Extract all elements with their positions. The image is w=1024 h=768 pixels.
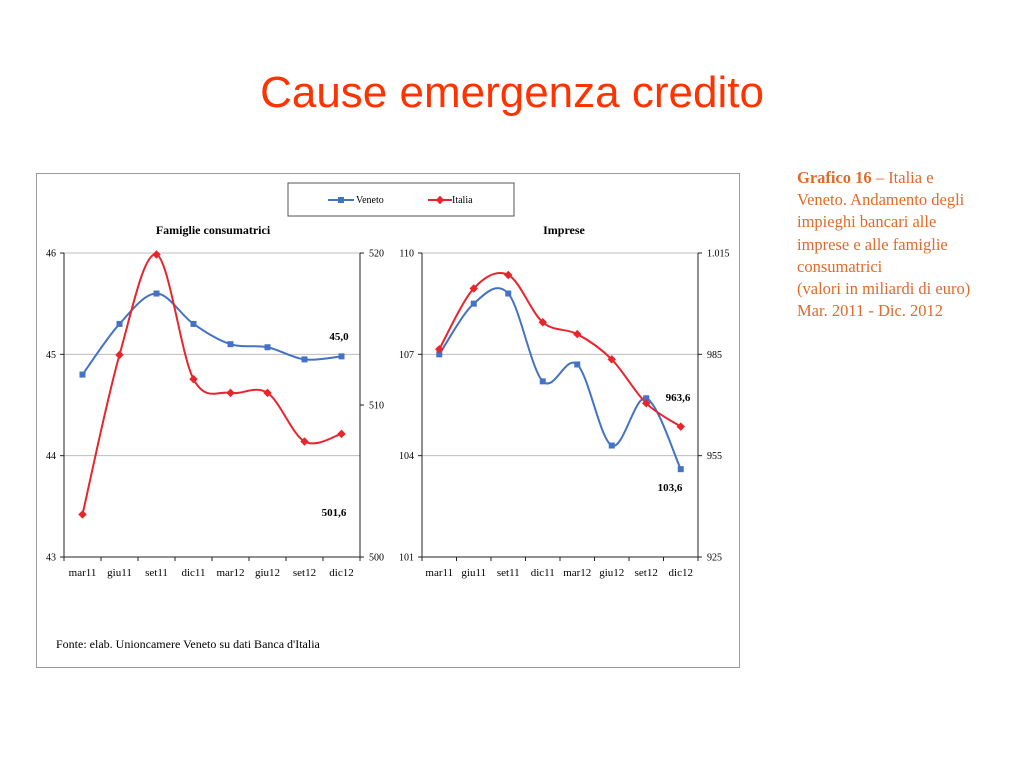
x-tick-label: dic12 — [669, 567, 693, 579]
caption-line: Mar. 2011 - Dic. 2012 — [797, 301, 944, 321]
charts-area: Veneto Italia Famiglie consumatrici 43 44… — [46, 182, 730, 579]
data-point-italia — [263, 388, 272, 398]
left-tick-label: 44 — [46, 451, 56, 462]
x-tick-label: set12 — [293, 567, 316, 579]
data-point-italia — [189, 374, 198, 384]
data-point-italia — [115, 350, 124, 360]
data-point-veneto — [608, 442, 615, 449]
x-tick-label: mar12 — [563, 567, 591, 579]
caption-line: impieghi bancari alle — [797, 212, 937, 232]
caption-label: Grafico 16 — [797, 168, 872, 187]
x-tick-label: dic12 — [329, 567, 353, 579]
right-tick-label: 520 — [369, 249, 384, 260]
right-tick-label: 500 — [369, 553, 384, 564]
chart1-series-veneto-line — [81, 292, 342, 376]
data-point-italia — [300, 437, 309, 446]
data-point-veneto — [301, 356, 308, 363]
caption-line: Veneto. Andamento degli — [797, 190, 965, 210]
x-tick-label: giu11 — [461, 567, 486, 579]
legend-marker-veneto — [338, 197, 344, 203]
x-tick-label: set12 — [635, 567, 658, 579]
right-tick-label: 985 — [707, 350, 722, 361]
x-tick-label: mar11 — [69, 567, 97, 579]
chart1-annotation-veneto: 45,0 — [329, 331, 349, 343]
caption-line: consumatrici — [797, 256, 883, 276]
chart2-title: Imprese — [543, 223, 585, 237]
legend-marker-italia — [435, 195, 445, 205]
chart-caption: Grafico 16 – Italia e Veneto. Andamento … — [797, 167, 1024, 322]
x-tick-label: giu12 — [599, 567, 624, 579]
left-tick-label: 104 — [399, 451, 414, 462]
data-point-italia — [435, 345, 444, 354]
data-point-italia — [607, 355, 616, 364]
right-tick-label: 925 — [707, 553, 722, 564]
caption-line: – Italia e — [871, 168, 934, 187]
chart1-series-italia-line — [81, 253, 342, 515]
caption-line: imprese e alle famiglie — [797, 234, 948, 254]
chart1-annotation-italia: 501,6 — [322, 507, 347, 519]
data-point-italia — [573, 329, 582, 339]
x-tick-label: set11 — [497, 567, 520, 579]
x-tick-label: giu11 — [107, 567, 132, 579]
right-tick-label: 1.015 — [707, 249, 730, 260]
data-point-italia — [538, 318, 547, 327]
data-point-italia — [469, 284, 478, 293]
data-point-veneto — [470, 300, 477, 307]
data-point-veneto — [338, 353, 345, 360]
chart2-series-veneto-line — [438, 287, 682, 470]
caption-line: (valori in miliardi di euro) — [797, 279, 971, 299]
data-point-veneto — [264, 344, 271, 351]
data-point-italia — [337, 429, 346, 439]
left-tick-label: 45 — [46, 350, 56, 361]
x-tick-label: giu12 — [255, 567, 280, 579]
legend: Veneto Italia — [287, 182, 515, 217]
right-tick-label: 510 — [369, 401, 384, 412]
slide-title: Cause emergenza credito — [260, 68, 764, 117]
left-tick-label: 101 — [399, 553, 414, 564]
data-point-italia — [78, 510, 87, 519]
legend-label-italia: Italia — [452, 195, 473, 206]
source-note: Fonte: elab. Unioncamere Veneto su dati … — [56, 637, 320, 651]
x-tick-label: dic11 — [531, 567, 555, 579]
data-point-veneto — [539, 378, 546, 385]
chart2-annotation-italia: 963,6 — [666, 392, 691, 404]
data-point-italia — [504, 270, 513, 280]
chart2-annotation-veneto: 103,6 — [658, 482, 683, 494]
data-point-veneto — [436, 351, 443, 358]
data-point-veneto — [227, 341, 234, 348]
data-point-veneto — [79, 371, 86, 378]
data-point-veneto — [643, 395, 650, 402]
data-point-veneto — [505, 290, 512, 297]
legend-label-veneto: Veneto — [356, 195, 384, 206]
data-point-veneto — [190, 320, 197, 327]
chart1-title: Famiglie consumatrici — [156, 223, 271, 237]
data-point-veneto — [153, 290, 160, 297]
left-tick-label: 110 — [399, 249, 414, 260]
data-point-italia — [226, 388, 235, 398]
right-tick-label: 955 — [707, 451, 722, 462]
left-tick-label: 107 — [399, 350, 414, 361]
x-tick-label: mar12 — [216, 567, 244, 579]
data-point-veneto — [116, 320, 123, 327]
x-tick-label: set11 — [145, 567, 168, 579]
x-tick-label: mar11 — [425, 567, 453, 579]
data-point-veneto — [574, 361, 581, 368]
x-tick-label: dic11 — [181, 567, 205, 579]
chart2-gridlines — [422, 252, 698, 457]
left-tick-label: 43 — [46, 553, 56, 564]
chart1-gridlines — [64, 252, 360, 457]
left-tick-label: 46 — [46, 249, 56, 260]
data-point-veneto — [677, 466, 684, 473]
